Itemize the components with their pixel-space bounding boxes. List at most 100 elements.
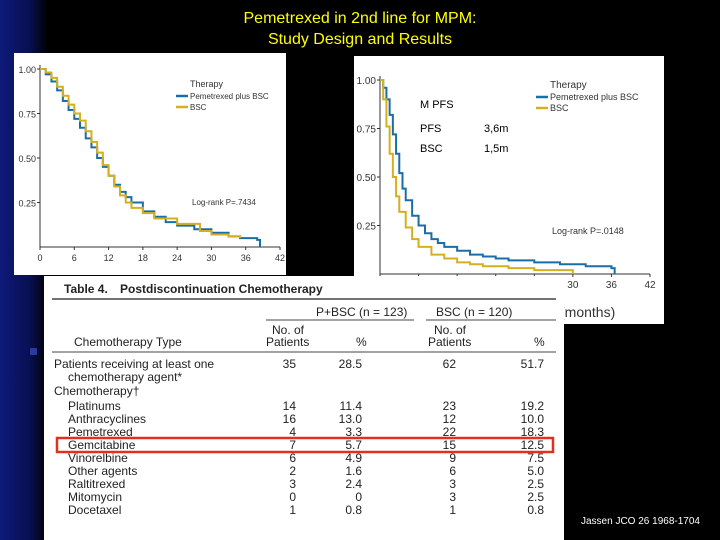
table-row-name: Raltitrexed xyxy=(68,477,125,491)
km2-legend-title: Therapy xyxy=(550,80,587,91)
table-row-p2: 7.5 xyxy=(527,451,544,465)
table-group-bsc: BSC (n = 120) xyxy=(436,305,512,319)
table-col-pct-1: % xyxy=(356,335,367,349)
table-row-n1: 6 xyxy=(289,451,296,465)
table-row-p1: 4.9 xyxy=(345,451,362,465)
table-row-n1: 7 xyxy=(289,438,296,452)
table-col-type: Chemotherapy Type xyxy=(74,335,182,349)
table-row-n2: 6 xyxy=(449,464,456,478)
km2-series-pemetrexed xyxy=(380,79,616,274)
table-row-n1: 2 xyxy=(289,464,296,478)
table-row-name: Pemetrexed xyxy=(68,425,133,439)
table-row-name: Anthracyclines xyxy=(68,412,146,426)
citation: Jassen JCO 26 1968-1704 xyxy=(581,516,700,527)
km2-y-tick-label: 0.75 xyxy=(357,125,377,136)
table-section-label: Chemotherapy† xyxy=(54,384,139,398)
km-chart-left: 1.00 0.75 0.50 0.25 0 6 12 18 24 30 36 42 Therapy Pem… xyxy=(14,53,286,275)
table-row-n2: 9 xyxy=(449,451,456,465)
bullet-marker xyxy=(30,348,37,355)
table-row-n1: 1 xyxy=(289,503,296,517)
table-row-p2: 18.3 xyxy=(521,425,545,439)
km2-x-tick-label: 30 xyxy=(567,280,579,291)
km2-y-tick-label: 0.25 xyxy=(357,222,377,233)
km2-x-tick-label: 42 xyxy=(644,280,656,291)
km1-y-tick-label: 0.75 xyxy=(18,110,36,120)
table-row-p2: 19.2 xyxy=(521,399,545,413)
km2-y-tick-label: 1.00 xyxy=(357,76,377,87)
table-row-n2: 1 xyxy=(449,503,456,517)
km1-y-tick-label: 0.25 xyxy=(18,199,36,209)
km1-legend-title: Therapy xyxy=(190,79,224,89)
slide-title: Pemetrexed in 2nd line for MPM: Study De… xyxy=(0,8,720,50)
table-row-p1: 11.4 xyxy=(340,399,363,413)
km1-x-tick-label: 30 xyxy=(206,253,216,263)
table-row-name: Vinorelbine xyxy=(68,451,128,465)
table-group-p-bsc: P+BSC (n = 123) xyxy=(316,305,407,319)
pfs-row-1-value: 3,6m xyxy=(484,123,509,135)
km1-annotation: Log-rank P=.7434 xyxy=(192,198,256,207)
km1-x-tick-label: 36 xyxy=(241,253,251,263)
table-first-row-line-2: chemotherapy agent* xyxy=(68,370,182,384)
table-col-no-2b: Patients xyxy=(428,335,471,349)
km1-x-tick-label: 18 xyxy=(138,253,148,263)
table-row-name: Docetaxel xyxy=(68,503,121,517)
table-row-n2: 15 xyxy=(443,438,457,452)
table-row-p1: 3.3 xyxy=(345,425,362,439)
table-row-p2: 2.5 xyxy=(527,477,544,491)
table-row-name: Gemcitabine xyxy=(68,438,136,452)
km2-series-bsc xyxy=(380,79,574,274)
pfs-row-1-label: PFS xyxy=(420,123,442,135)
table-title-text: Postdiscontinuation Chemotherapy xyxy=(120,282,323,296)
table-row-p1: 0.8 xyxy=(345,503,362,517)
table-row-n1: 0 xyxy=(289,490,296,504)
table-row-p1: 2.4 xyxy=(345,477,362,491)
table-row-n1: 3 xyxy=(289,477,296,491)
km1-y-tick-label: 0.50 xyxy=(18,154,36,164)
table-col-no-1a: No. of xyxy=(272,323,305,337)
title-line-2: Study Design and Results xyxy=(267,31,453,48)
table-svg: Table 4. Postdiscontinuation Chemotherapy… xyxy=(52,282,556,517)
table-row-name: Platinums xyxy=(68,399,121,413)
table-row-n2: 22 xyxy=(443,425,457,439)
km1-x-tick-label: 6 xyxy=(72,253,77,263)
km1-x-tick-label: 12 xyxy=(104,253,114,263)
table-row-p2: 0.8 xyxy=(527,503,544,517)
table-title-number: Table 4. xyxy=(64,282,108,296)
table-first-row-line-1: Patients receiving at least one xyxy=(54,357,214,371)
postdiscontinuation-table: Table 4. Postdiscontinuation Chemotherapy… xyxy=(44,276,564,540)
km-chart-left-svg: 1.00 0.75 0.50 0.25 0 6 12 18 24 30 36 42 Therapy Pem… xyxy=(18,65,285,263)
table-row-n2: 3 xyxy=(449,477,456,491)
table-first-row-value: 35 xyxy=(283,357,297,371)
km2-x-tick-label: 36 xyxy=(606,280,618,291)
table-highlight-box xyxy=(55,436,555,454)
table-col-pct-2: % xyxy=(534,335,545,349)
pfs-row-2-label: BSC xyxy=(420,143,443,155)
table-row-n2: 23 xyxy=(443,399,457,413)
table-row-n1: 16 xyxy=(283,412,297,426)
km1-legend-entry: Pemetrexed plus BSC xyxy=(190,92,269,101)
table-first-row-value: 62 xyxy=(443,357,457,371)
table-row-p1: 0 xyxy=(355,490,362,504)
title-line-1: Pemetrexed in 2nd line for MPM: xyxy=(243,10,477,27)
table-col-no-2a: No. of xyxy=(434,323,467,337)
table-row-name: Mitomycin xyxy=(68,490,122,504)
km2-x-label: (months) xyxy=(560,304,615,320)
km2-legend-entry: BSC xyxy=(550,103,569,113)
km2-y-tick-label: 0.50 xyxy=(357,173,377,184)
km2-annotation: Log-rank P=.0148 xyxy=(552,226,624,236)
table-row-p2: 2.5 xyxy=(527,490,544,504)
km1-legend-entry: BSC xyxy=(190,103,207,112)
table-row-p2: 12.5 xyxy=(521,438,545,452)
table-row-p1: 5.7 xyxy=(345,438,362,452)
table-row-n1: 4 xyxy=(289,425,296,439)
table-row-name: Other agents xyxy=(68,464,137,478)
km2-legend-entry: Pemetrexed plus BSC xyxy=(550,92,639,102)
table-col-no-1b: Patients xyxy=(266,335,309,349)
pfs-row-2-value: 1,5m xyxy=(484,143,509,155)
table-row-p1: 1.6 xyxy=(345,464,362,478)
table-first-row-value: 28.5 xyxy=(339,357,363,371)
km1-y-tick-label: 1.00 xyxy=(18,65,36,75)
table-row-n2: 3 xyxy=(449,490,456,504)
table-row-p1: 13.0 xyxy=(339,412,363,426)
km1-x-tick-label: 0 xyxy=(37,253,42,263)
